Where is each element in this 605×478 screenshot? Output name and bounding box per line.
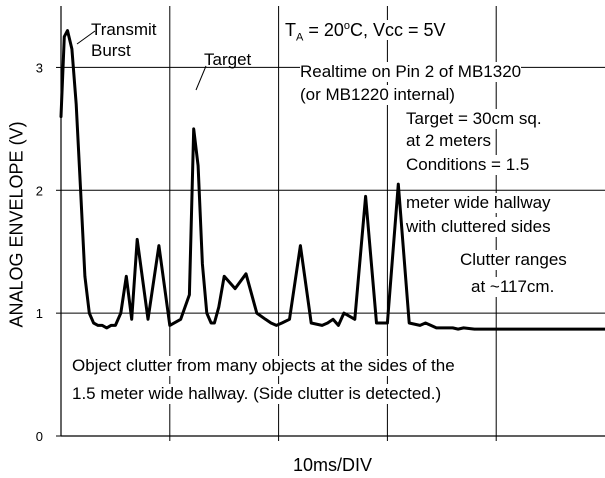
transmit-burst-label: Transmit Burst bbox=[91, 20, 157, 60]
axes bbox=[60, 6, 605, 437]
target-desc-2: at 2 meters bbox=[406, 131, 492, 151]
target-desc-1: Target = 30cm sq. bbox=[406, 109, 542, 129]
y-tick-labels: 0 1 2 3 bbox=[36, 60, 43, 444]
conditions-2: meter wide hallway bbox=[406, 193, 551, 213]
object-clutter-1: Object clutter from many objects at the … bbox=[72, 356, 455, 376]
degree-sup: o bbox=[343, 20, 351, 32]
tick-marks bbox=[56, 66, 497, 441]
realtime-line-2: (or MB1220 internal) bbox=[300, 85, 455, 105]
y-tick-label-3: 3 bbox=[36, 60, 43, 75]
clutter-2: at ~117cm. bbox=[471, 277, 555, 297]
object-clutter-2: 1.5 meter wide hallway. (Side clutter is… bbox=[72, 384, 442, 404]
y-tick-label-0: 0 bbox=[36, 429, 43, 444]
conditions-temp-vcc: TA = 20oC, Vcc = 5V bbox=[285, 20, 446, 43]
series-group bbox=[59, 29, 605, 331]
realtime-line-1: Realtime on Pin 2 of MB1320 bbox=[300, 62, 522, 82]
x-axis-label: 10ms/DIV bbox=[292, 455, 373, 475]
temp-suffix: C, Vcc = 5V bbox=[350, 20, 446, 40]
temp-prefix: T bbox=[285, 20, 296, 40]
clutter-1: Clutter ranges bbox=[460, 250, 567, 270]
conditions-3: with cluttered sides bbox=[406, 217, 551, 237]
y-tick-label-1: 1 bbox=[36, 306, 43, 321]
series-line-0 bbox=[59, 29, 605, 331]
conditions-1: Conditions = 1.5 bbox=[406, 155, 530, 175]
annotation-arrows bbox=[76, 30, 207, 91]
temp-sub: A bbox=[296, 31, 304, 44]
target-arrow bbox=[195, 65, 207, 91]
y-tick-label-2: 2 bbox=[36, 183, 43, 198]
temp-mid: = 20 bbox=[303, 20, 344, 40]
transmit-burst-arrow bbox=[76, 30, 96, 45]
y-axis-label: ANALOG ENVELOPE (V) bbox=[6, 121, 27, 328]
target-label: Target bbox=[204, 50, 252, 69]
